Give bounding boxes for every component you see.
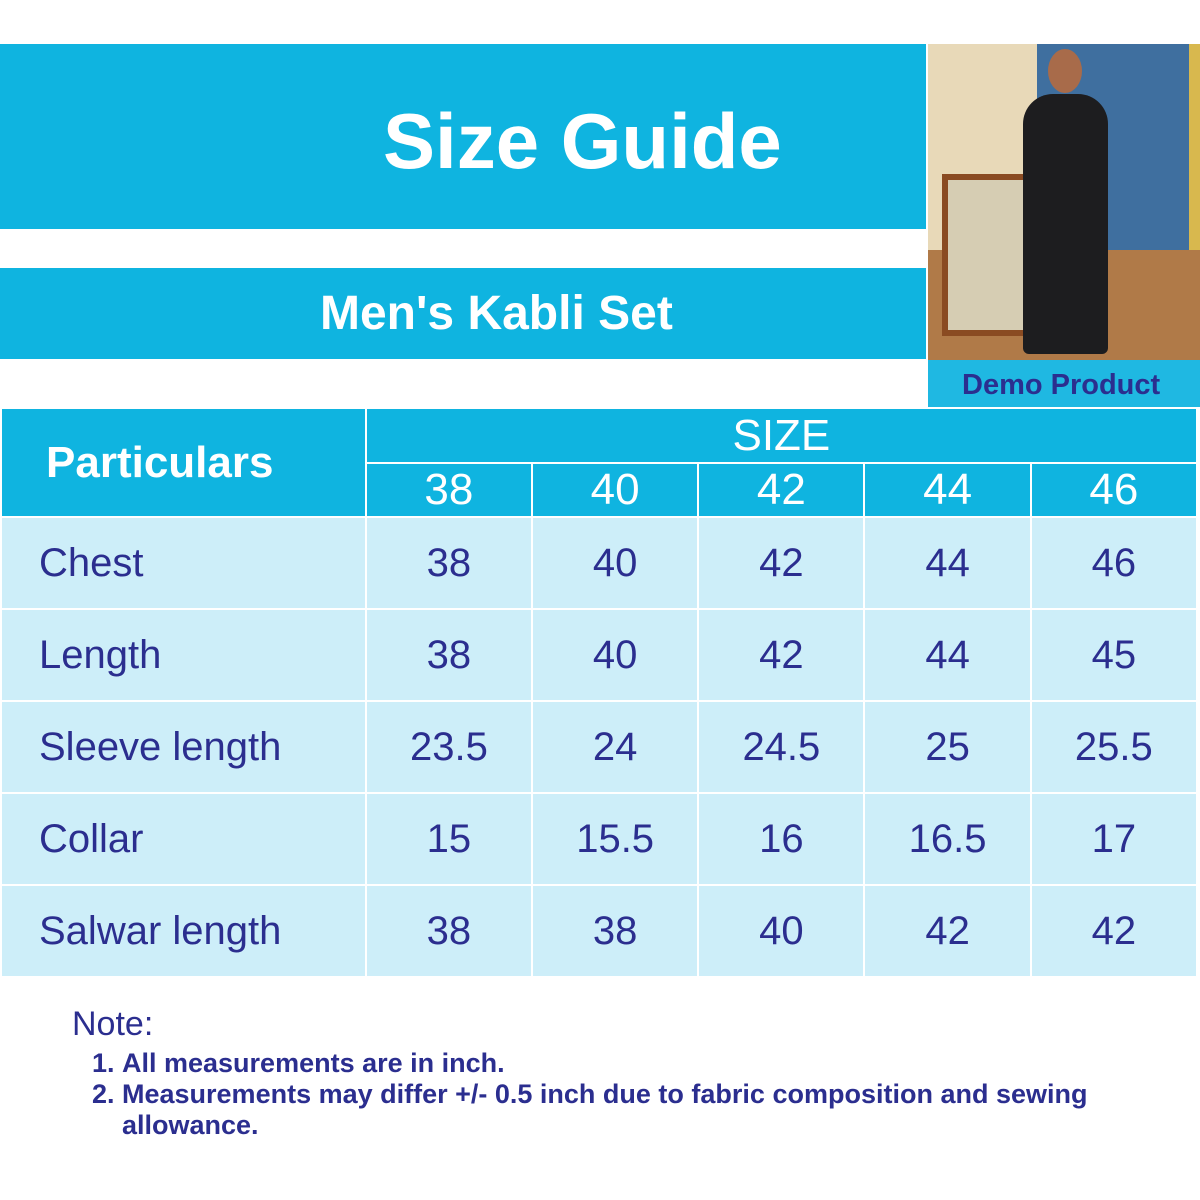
table-row: Salwar length 38 38 40 42 42 <box>0 884 1199 978</box>
measurement-cell: 40 <box>697 884 866 978</box>
row-label: Chest <box>0 516 367 610</box>
measurement-cell: 44 <box>863 608 1032 702</box>
note-item: All measurements are in inch. <box>122 1048 1200 1079</box>
notes-heading: Note: <box>72 1005 154 1043</box>
measurement-cell: 24.5 <box>697 700 866 794</box>
subtitle-band: Men's Kabli Set <box>0 268 926 359</box>
measurement-cell: 25 <box>863 700 1032 794</box>
measurement-cell: 46 <box>1029 516 1199 610</box>
measurement-cell: 15.5 <box>531 792 700 886</box>
measurement-cell: 42 <box>697 608 866 702</box>
demo-product-label: Demo Product <box>928 360 1200 407</box>
row-label: Collar <box>0 792 367 886</box>
measurement-cell: 40 <box>531 608 700 702</box>
table-row: Sleeve length 23.5 24 24.5 25 25.5 <box>0 700 1199 794</box>
size-header: SIZE <box>364 407 1199 464</box>
row-label: Sleeve length <box>0 700 367 794</box>
measurement-cell: 40 <box>531 516 700 610</box>
measurement-cell: 17 <box>1029 792 1199 886</box>
size-table: Particulars SIZE 38 40 42 44 46 Chest 38 40 42 4… <box>0 407 1199 978</box>
row-label: Salwar length <box>0 884 367 978</box>
row-label: Length <box>0 608 367 702</box>
notes: Note: All measurements are in inch. Meas… <box>72 1005 1200 1141</box>
particulars-header: Particulars <box>0 407 367 518</box>
measurement-cell: 38 <box>364 884 534 978</box>
measurement-cell: 16.5 <box>863 792 1032 886</box>
size-column-header: 46 <box>1029 462 1199 518</box>
measurement-cell: 16 <box>697 792 866 886</box>
demo-product-text: Demo Product <box>962 369 1161 401</box>
table-row: Chest 38 40 42 44 46 <box>0 516 1199 610</box>
measurement-cell: 38 <box>531 884 700 978</box>
measurement-cell: 45 <box>1029 608 1199 702</box>
size-column-header: 44 <box>863 462 1032 518</box>
product-name: Men's Kabli Set <box>320 287 673 340</box>
page-title: Size Guide <box>383 97 782 185</box>
measurement-cell: 38 <box>364 608 534 702</box>
product-photo <box>928 44 1200 360</box>
measurement-cell: 42 <box>697 516 866 610</box>
note-item: Measurements may differ +/- 0.5 inch due… <box>122 1079 1200 1141</box>
measurement-cell: 42 <box>1029 884 1199 978</box>
measurement-cell: 44 <box>863 516 1032 610</box>
measurement-cell: 38 <box>364 516 534 610</box>
measurement-cell: 23.5 <box>364 700 534 794</box>
measurement-cell: 24 <box>531 700 700 794</box>
measurement-cell: 15 <box>364 792 534 886</box>
measurement-cell: 42 <box>863 884 1032 978</box>
table-row: Length 38 40 42 44 45 <box>0 608 1199 702</box>
size-column-header: 42 <box>697 462 866 518</box>
size-column-header: 38 <box>364 462 534 518</box>
measurement-cell: 25.5 <box>1029 700 1199 794</box>
title-band: Size Guide <box>0 44 926 229</box>
table-row: Collar 15 15.5 16 16.5 17 <box>0 792 1199 886</box>
size-column-header: 40 <box>531 462 700 518</box>
